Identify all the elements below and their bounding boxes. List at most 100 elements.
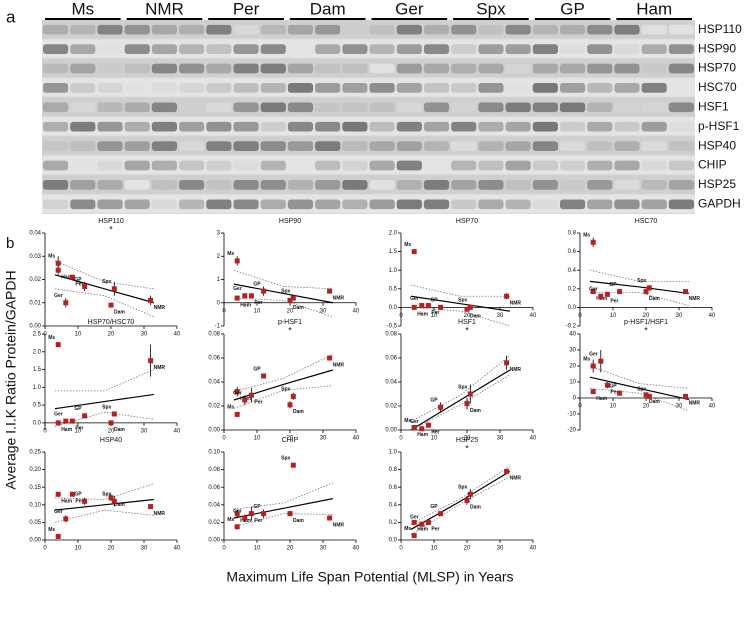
blot-band: [451, 83, 477, 93]
blot-band: [97, 63, 123, 74]
data-point: [683, 289, 689, 295]
x-tick-label: 0: [222, 546, 226, 552]
blot-band: [396, 102, 422, 113]
blot-band: [342, 102, 368, 113]
blot-band: [43, 44, 69, 54]
blot-band: [315, 141, 341, 151]
point-label: Ham: [596, 296, 607, 302]
protein-label: HSP90: [698, 41, 736, 55]
blot-band: [260, 121, 286, 132]
confidence-band: [233, 269, 333, 290]
point-label: Spx: [281, 387, 290, 393]
blot-band: [206, 24, 232, 35]
blot-band: [668, 121, 694, 132]
y-tick-label: 0: [573, 396, 577, 402]
point-label: GP: [430, 504, 438, 510]
blot-band: [206, 199, 232, 210]
data-point: [646, 393, 652, 399]
data-point: [55, 420, 61, 426]
blot-band: [587, 141, 613, 151]
x-tick-label: 30: [497, 546, 504, 552]
blot-band: [505, 63, 531, 74]
blot-band: [151, 63, 178, 74]
data-point: [148, 297, 154, 303]
blot-band: [342, 199, 368, 210]
blot-band: [641, 102, 667, 113]
blot-band: [478, 121, 504, 132]
x-tick-label: 40: [353, 436, 360, 442]
protein-label: HSP40: [698, 138, 736, 152]
y-tick-label: 0.06: [208, 356, 220, 362]
blot-band: [315, 63, 341, 74]
data-point: [287, 297, 293, 303]
point-label: Per: [610, 390, 618, 396]
blot-band: [233, 24, 259, 35]
x-tick-label: 30: [141, 428, 148, 434]
y-tick-label: 1.5: [389, 249, 398, 255]
x-tick-label: 0: [578, 404, 582, 410]
blot-band: [451, 44, 477, 54]
blot-band: [287, 83, 314, 93]
blot-band: [97, 102, 123, 113]
x-tick-label: 30: [497, 313, 504, 319]
blot-band: [342, 44, 368, 54]
y-tick-label: 0.6: [389, 485, 398, 491]
blot-band: [641, 160, 667, 171]
blot-band: [179, 121, 205, 132]
blot-band: [396, 180, 422, 190]
blot-band: [505, 24, 531, 35]
y-tick-label: 0.6: [568, 249, 577, 255]
blot-band: [614, 44, 640, 54]
point-label: GP: [253, 366, 261, 372]
point-label: NMR: [154, 305, 166, 311]
point-label: Ms: [227, 251, 234, 257]
group-label: Dam: [310, 0, 346, 18]
y-tick-label: 0.08: [385, 332, 397, 338]
blot-band: [423, 121, 450, 132]
y-tick-label: 0.10: [208, 450, 220, 456]
blot-band: [451, 102, 477, 113]
y-tick-label: 1.0: [389, 450, 398, 456]
point-label: Ham: [240, 518, 251, 524]
y-tick-label: 0.15: [29, 485, 41, 491]
point-label: NMR: [510, 301, 522, 307]
point-label: NMR: [333, 295, 345, 301]
panel-label: b: [6, 235, 14, 252]
point-label: Spx: [458, 384, 467, 390]
blot-band: [451, 24, 477, 35]
point-label: Spx: [458, 298, 467, 304]
blot-band: [423, 83, 450, 93]
data-point: [63, 418, 69, 424]
x-tick-label: 30: [676, 313, 683, 319]
blot-band: [614, 83, 640, 93]
data-point: [411, 533, 417, 539]
y-tick-label: 0.06: [385, 356, 397, 362]
blot-band: [124, 121, 150, 132]
blot-band: [43, 102, 69, 113]
blot-band: [151, 83, 178, 93]
y-tick-label: 0.8: [389, 467, 398, 473]
blot-band: [124, 199, 150, 210]
data-point: [82, 283, 88, 289]
x-axis-label: Maximum Life Span Potential (MLSP) in Ye…: [226, 569, 513, 585]
data-point: [55, 260, 61, 266]
confidence-band: [589, 365, 689, 389]
point-label: Ger: [54, 411, 63, 417]
point-label: Ger: [54, 509, 63, 515]
point-label: Per: [431, 527, 439, 533]
blot-band: [505, 160, 531, 171]
blot-row: [42, 39, 695, 58]
blot-band: [43, 199, 69, 210]
y-tick-label: 1.0: [33, 385, 42, 391]
blot-band: [179, 102, 205, 113]
confidence-band: [54, 483, 155, 500]
blot-band: [342, 160, 368, 171]
blot-band: [43, 180, 69, 190]
blot-band: [70, 141, 96, 151]
data-point: [590, 289, 596, 295]
y-tick-label: 0.4: [568, 268, 577, 274]
y-tick-label: -1: [215, 324, 221, 330]
data-point: [234, 511, 240, 517]
blot-band: [478, 160, 504, 171]
data-point: [63, 516, 69, 522]
